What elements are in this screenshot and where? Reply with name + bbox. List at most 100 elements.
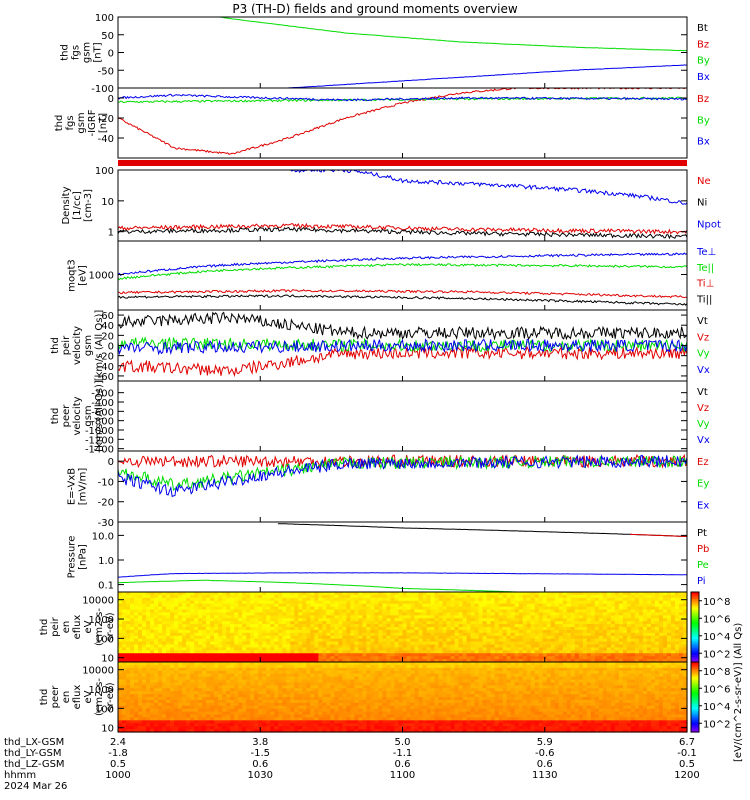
spectrogram-cell	[282, 670, 287, 675]
spectrogram-cell	[306, 647, 311, 651]
spectrogram-cell	[598, 600, 604, 605]
spectrogram-cell	[150, 729, 155, 733]
spectrogram-cell	[670, 638, 676, 643]
spectrogram-cell	[170, 650, 175, 654]
spectrogram-cell	[466, 624, 472, 628]
spectrogram-cell	[298, 606, 303, 611]
spectrogram-cell	[354, 656, 360, 660]
spectrogram-cell	[166, 624, 171, 628]
spectrogram-cell	[186, 664, 191, 669]
spectrogram-cell	[226, 594, 231, 599]
spectrogram-cell	[534, 629, 540, 634]
spectrogram-cell	[122, 717, 127, 721]
spectrogram-cell	[118, 697, 123, 701]
spectrogram-cell	[198, 717, 203, 721]
spectrogram-cell	[578, 606, 584, 611]
spectrogram-cell	[574, 644, 580, 649]
spectrogram-cell	[546, 618, 552, 622]
spectrogram-cell	[206, 729, 211, 733]
spectrogram-cell	[254, 662, 259, 666]
spectrogram-cell	[150, 624, 155, 628]
spectrogram-cell	[390, 659, 396, 663]
spectrogram-cell	[138, 612, 143, 616]
spectrogram-cell	[302, 600, 307, 605]
spectrogram-cell	[338, 621, 343, 625]
spectrogram-cell	[538, 627, 544, 631]
spectrogram-cell	[194, 699, 199, 704]
spectrogram-cell	[166, 635, 171, 640]
spectrogram-cell	[210, 618, 215, 622]
spectrogram-cell	[394, 612, 400, 616]
spectrogram-cell	[130, 705, 135, 710]
spectrogram-cell	[434, 656, 440, 660]
spectrogram-cell	[290, 723, 295, 727]
spectrogram-cell	[682, 609, 688, 614]
spectrogram-cell	[254, 597, 259, 602]
spectrogram-cell	[182, 612, 187, 616]
spectrogram-cell	[422, 656, 428, 660]
spectrogram-cell	[230, 688, 235, 692]
spectrogram-cell	[162, 670, 167, 675]
spectrogram-cell	[210, 688, 215, 692]
spectrogram-cell	[146, 656, 151, 660]
spectrogram-cell	[614, 609, 620, 614]
spectrogram-cell	[250, 641, 255, 646]
y-tick-label: 0	[108, 342, 114, 353]
spectrogram-cell	[462, 603, 468, 608]
y-tick-label: 1	[108, 228, 114, 239]
spectrogram-cell	[650, 615, 656, 619]
spectrogram-cell	[174, 612, 179, 616]
spectrogram-cell	[366, 609, 372, 614]
spectrogram-cell	[222, 592, 227, 596]
spectrogram-cell	[486, 635, 492, 640]
spectrogram-cell	[430, 609, 436, 614]
spectrogram-cell	[118, 641, 123, 646]
colorbar-segment	[691, 637, 699, 640]
spectrogram-cell	[494, 621, 500, 625]
spectrogram-cell	[594, 650, 600, 654]
spectrogram-cell	[674, 647, 680, 651]
spectrogram-cell	[290, 594, 295, 599]
spectrogram-cell	[262, 612, 267, 616]
spectrogram-cell	[162, 592, 167, 596]
spectrogram-cell	[206, 653, 211, 657]
spectrogram-cell	[134, 673, 139, 678]
spectrogram-cell	[178, 717, 183, 721]
spectrogram-cell	[178, 667, 183, 672]
spectrogram-cell	[166, 615, 171, 619]
spectrogram-cell	[150, 656, 155, 660]
spectrogram-cell	[138, 606, 143, 611]
spectrogram-cell	[326, 691, 331, 695]
spectrogram-cell	[486, 632, 492, 637]
spectrogram-cell	[282, 627, 287, 631]
spectrogram-cell	[298, 711, 303, 716]
spectrogram-cell	[158, 694, 163, 698]
spectrogram-cell	[582, 641, 588, 646]
spectrogram-cell	[186, 726, 191, 730]
spectrogram-cell	[510, 659, 516, 663]
spectrogram-cell	[322, 638, 327, 643]
spectrogram-cell	[550, 609, 556, 614]
spectrogram-cell	[442, 615, 448, 619]
spectrogram-cell	[142, 600, 147, 605]
spectrogram-cell	[574, 635, 580, 640]
spectrogram-cell	[238, 673, 243, 678]
spectrogram-cell	[446, 644, 452, 649]
spectrogram-cell	[258, 641, 263, 646]
spectrogram-cell	[642, 609, 648, 614]
spectrogram-cell	[322, 606, 327, 611]
spectrogram-cell	[190, 699, 195, 704]
spectrogram-cell	[390, 650, 396, 654]
spectrogram-cell	[582, 603, 588, 608]
spectrogram-cell	[626, 644, 632, 649]
spectrogram-cell	[662, 618, 668, 622]
spectrogram-cell	[474, 592, 480, 596]
spectrogram-cell	[138, 627, 143, 631]
spectrogram-cell	[162, 667, 167, 672]
spectrogram-cell	[138, 711, 143, 716]
spectrogram-cell	[574, 653, 580, 657]
spectrogram-cell	[330, 647, 335, 651]
spectrogram-cell	[202, 694, 207, 698]
spectrogram-cell	[254, 708, 259, 713]
spectrogram-cell	[258, 653, 263, 657]
